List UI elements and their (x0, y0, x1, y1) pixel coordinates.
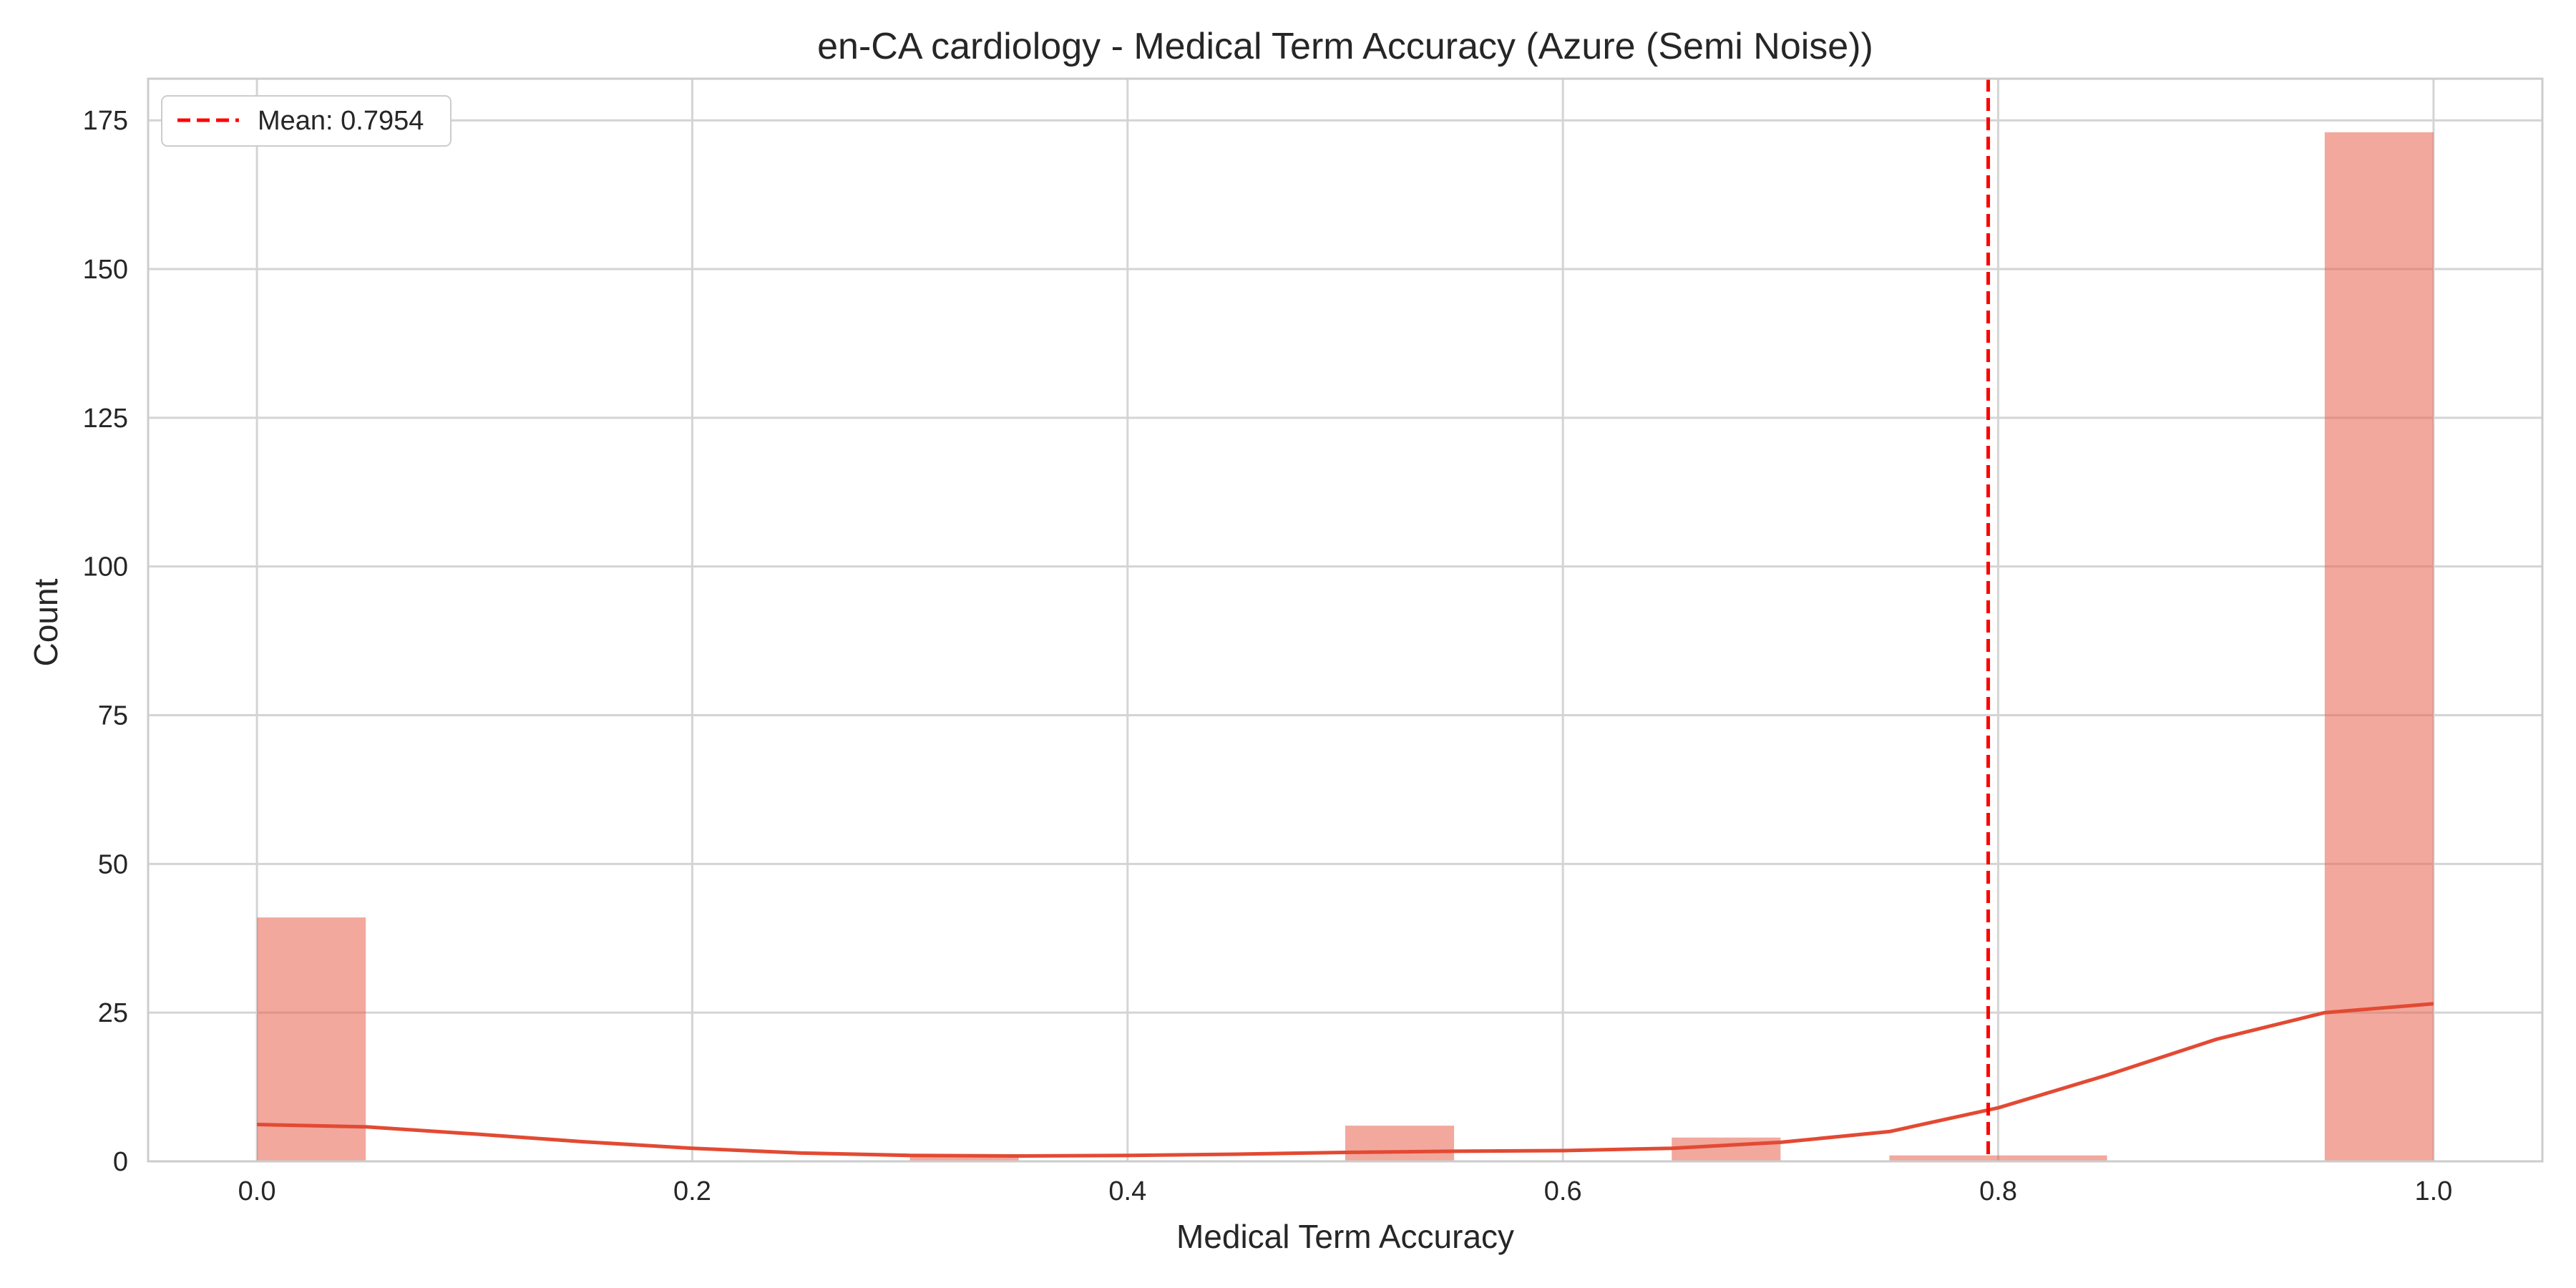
histogram-bar (1672, 1137, 1781, 1161)
kde-curve-group (257, 1002, 2434, 1158)
histogram-bar (1889, 1155, 1999, 1161)
histogram-bar (1998, 1155, 2107, 1161)
y-tick-label: 50 (98, 849, 128, 879)
y-tick-label: 100 (83, 552, 128, 582)
y-tick-label: 150 (83, 255, 128, 285)
y-tick-label: 125 (83, 404, 128, 434)
legend: Mean: 0.7954 (161, 95, 452, 147)
x-tick-label: 1.0 (2414, 1176, 2452, 1206)
x-tick-label: 0.6 (1544, 1176, 1582, 1206)
histogram-bar (2324, 132, 2434, 1161)
x-axis-label: Medical Term Accuracy (1176, 1218, 1514, 1255)
plot-frame (147, 77, 2544, 1163)
x-tick-label: 0.0 (238, 1176, 276, 1206)
grid-lines (148, 79, 2542, 1163)
y-tick-label: 175 (83, 106, 128, 136)
y-tick-label: 0 (113, 1147, 128, 1177)
y-tick-label: 75 (98, 701, 128, 731)
histogram-bar (257, 917, 366, 1161)
plot-border (147, 77, 2544, 1163)
histogram-bar (1345, 1126, 1455, 1161)
x-tick-label: 0.8 (1979, 1176, 2017, 1206)
x-tick-label: 0.2 (673, 1176, 711, 1206)
histogram-bars (257, 132, 2434, 1161)
y-axis-label: Count (27, 578, 64, 666)
x-tick-labels: 0.0 0.2 0.4 0.6 0.8 1.0 (238, 1176, 2453, 1206)
x-tick-label: 0.4 (1108, 1176, 1146, 1206)
kde-curve (257, 1002, 2434, 1158)
histogram-bar (909, 1155, 1019, 1161)
legend-box (161, 95, 452, 147)
y-tick-labels: 0 25 50 75 100 125 150 175 (83, 106, 128, 1177)
chart-title: en-CA cardiology - Medical Term Accuracy… (817, 26, 1873, 67)
legend-mean-label: Mean: 0.7954 (258, 106, 424, 136)
y-tick-label: 25 (98, 998, 128, 1028)
